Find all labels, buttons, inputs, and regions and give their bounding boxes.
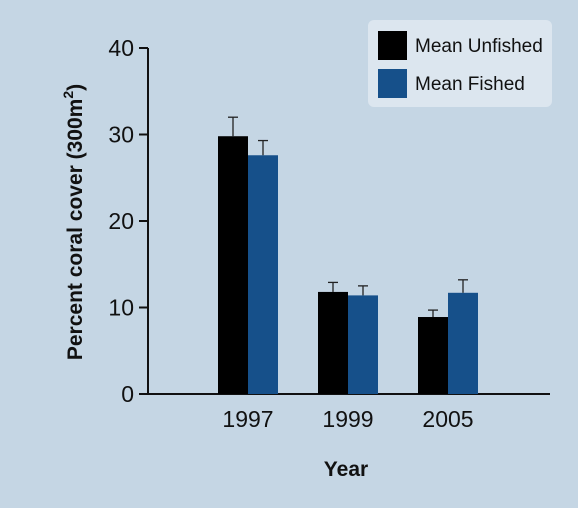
y-tick-label: 30 [108,122,134,148]
y-tick-label: 40 [108,35,134,61]
legend-swatch-unfished [378,31,407,60]
y-tick-label: 10 [108,295,134,321]
y-axis-title-sup: 2 [60,91,76,99]
x-tick-label-2005: 2005 [422,406,473,432]
y-axis-title: Percent coral cover (300m2) [60,84,87,360]
x-ticks: 1997 1999 2005 [222,406,473,432]
bars [218,136,478,395]
y-axis-title-end: ) [64,84,87,91]
bar-mean-unfished-2005 [418,317,448,394]
bar-mean-unfished-1999 [318,291,348,394]
legend-label-unfished: Mean Unfished [415,36,543,57]
error-bars [228,116,468,318]
bar-mean-unfished-1997 [218,136,248,395]
legend: Mean Unfished Mean Fished [368,20,552,107]
y-ticks: 0 10 20 30 40 [108,35,148,407]
legend-label-fished: Mean Fished [415,74,525,95]
x-axis-title: Year [324,458,368,481]
bar-mean-fished-1999 [348,295,378,394]
bar-mean-fished-1997 [248,155,278,394]
y-axis-title-main: Percent coral cover (300m [64,99,87,360]
y-tick-label: 20 [108,208,134,234]
legend-box [368,20,552,107]
bar-mean-fished-2005 [448,292,478,394]
x-tick-label-1997: 1997 [222,406,273,432]
y-tick-label: 0 [121,381,134,407]
legend-swatch-fished [378,69,407,98]
x-tick-label-1999: 1999 [322,406,373,432]
